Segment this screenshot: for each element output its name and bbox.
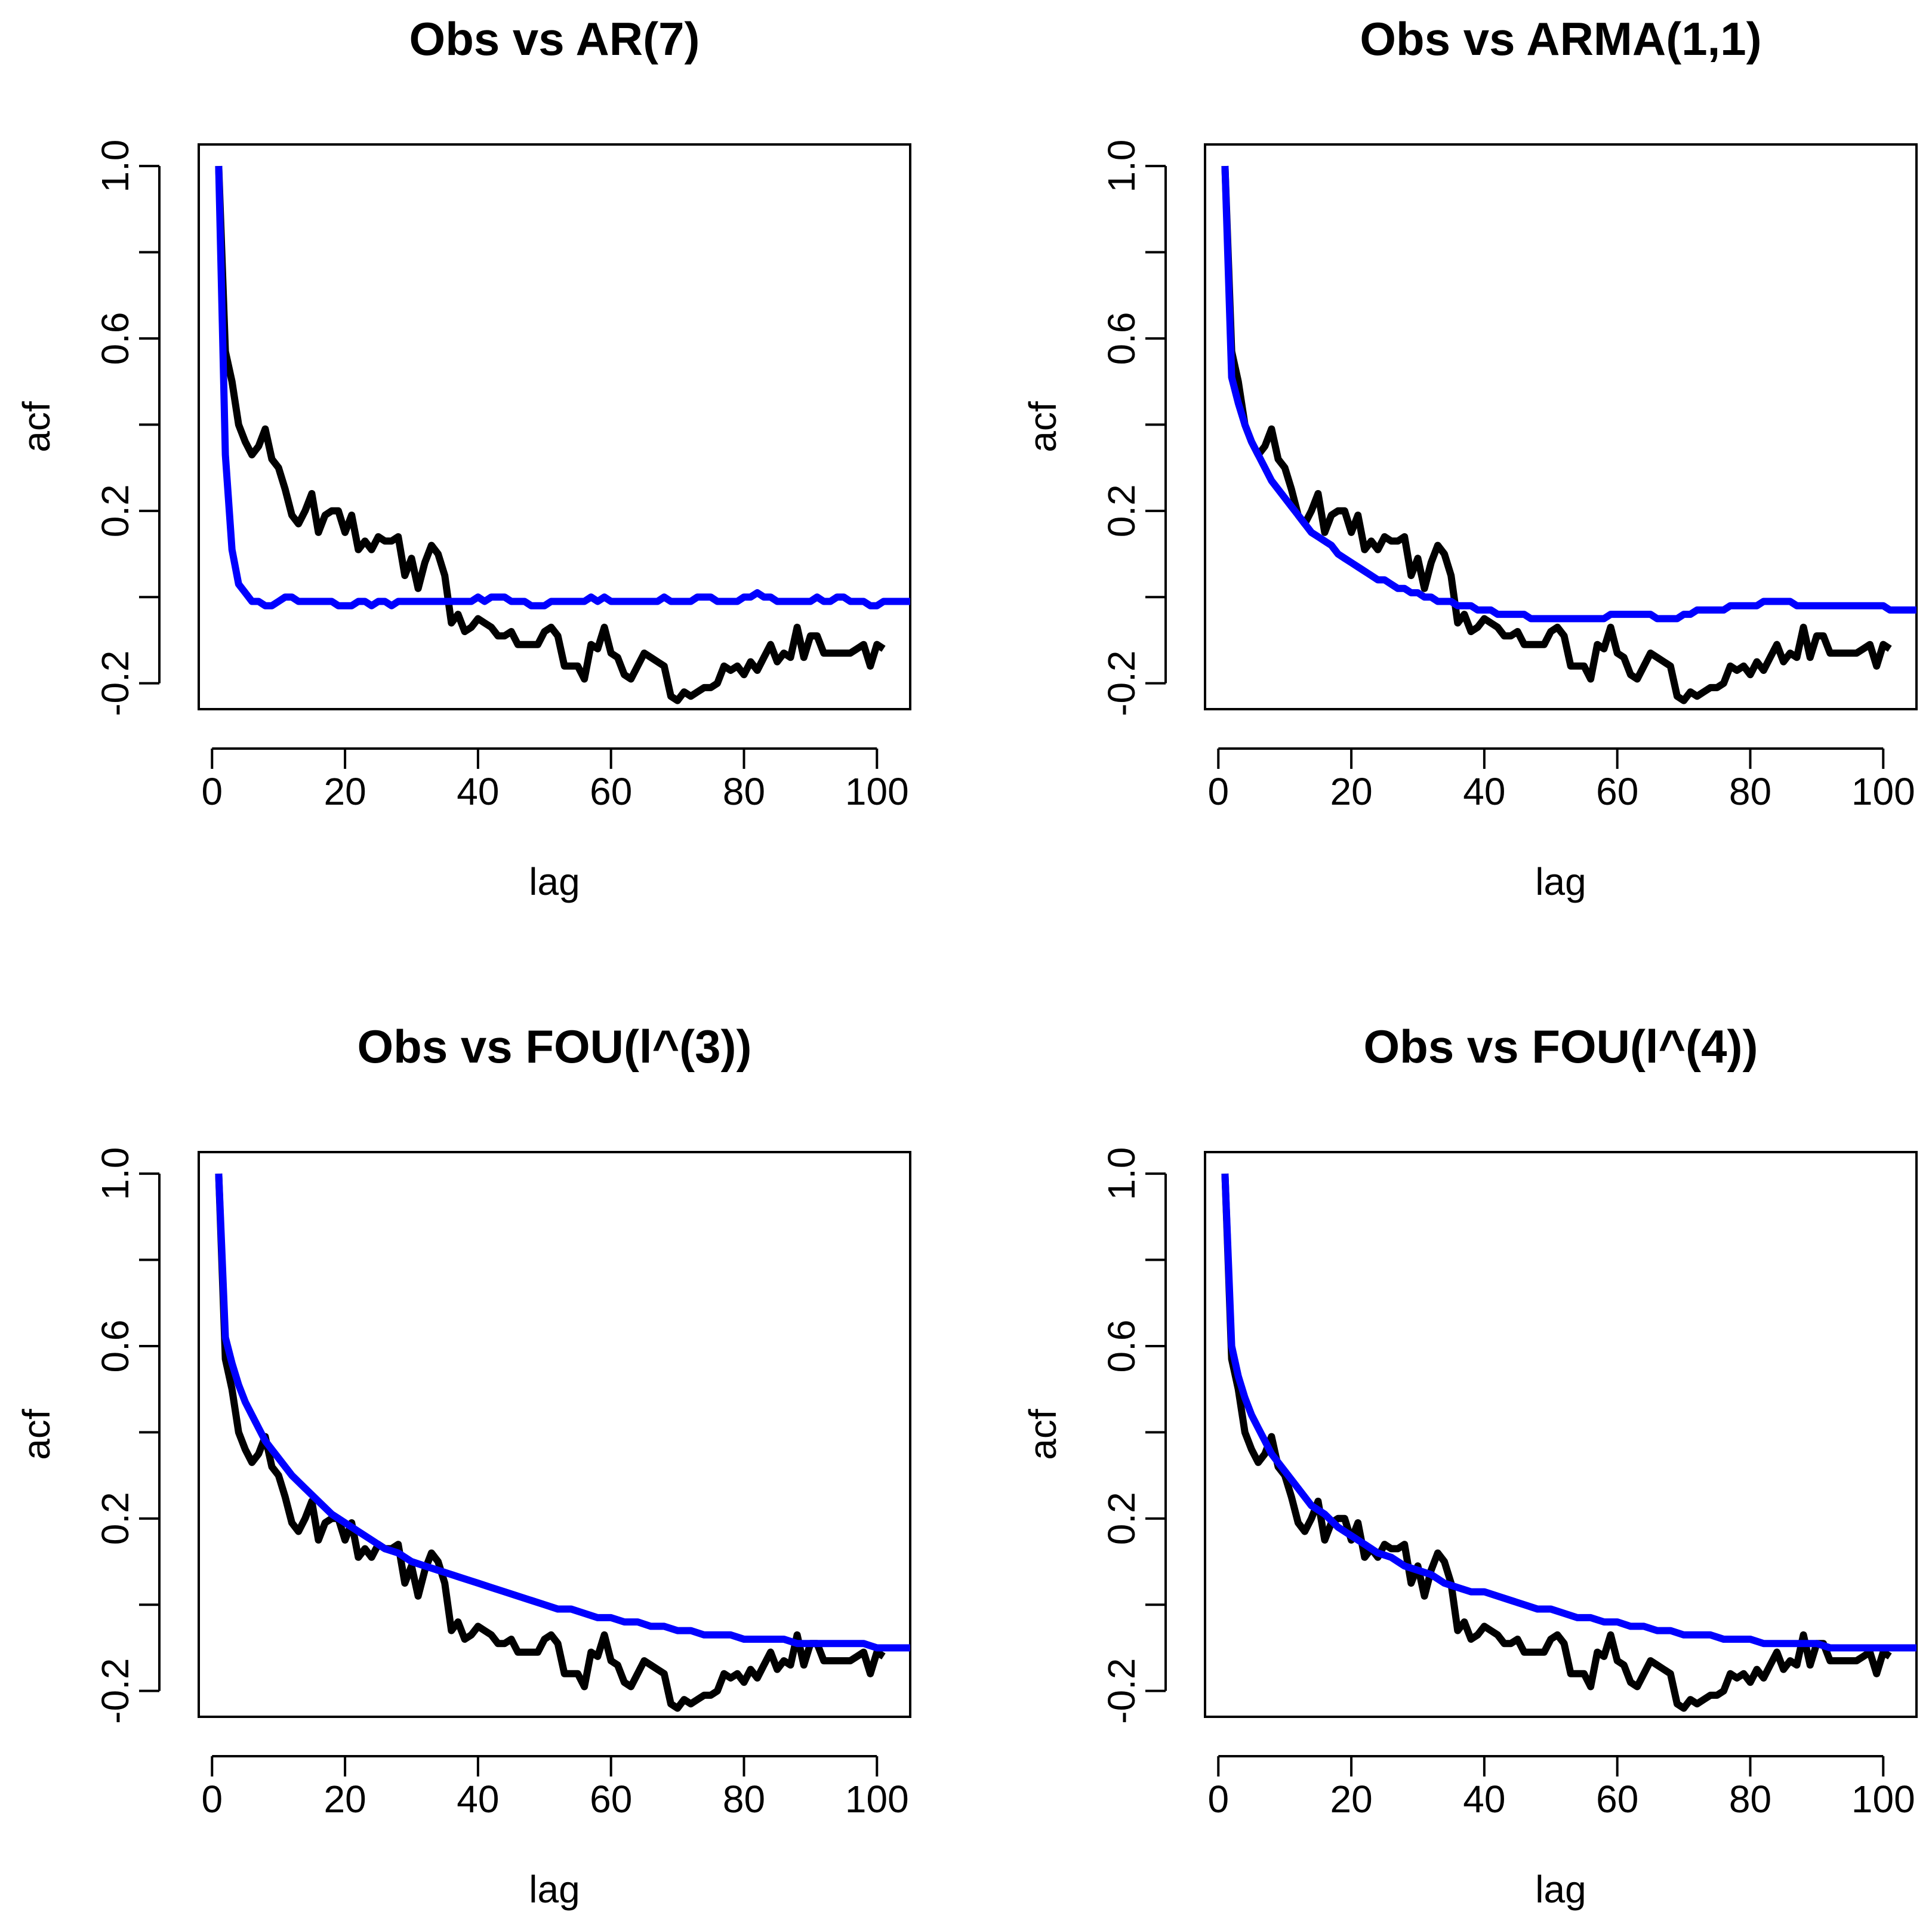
chart-title: Obs vs FOU(l^(4)) (1364, 1020, 1758, 1073)
x-tick-label: 60 (1596, 1778, 1638, 1821)
panel-fou3: Obs vs FOU(l^(3)) 0 20 40 60 80 100 lag -0.2 0.2 0… (15, 1020, 911, 1911)
plot-frame (1204, 1151, 1918, 1718)
y-tick-label: 0.6 (94, 312, 137, 365)
x-tick-label: 40 (457, 1778, 499, 1821)
y-tick-label: 0.2 (94, 484, 137, 537)
y-tick-label: 0.2 (1100, 484, 1143, 537)
model-acf-line (1221, 165, 1916, 623)
y-tick-label: -0.2 (1100, 1658, 1143, 1724)
chart-title: Obs vs AR(7) (409, 13, 700, 65)
x-tick-label: 60 (1596, 770, 1638, 813)
x-tick-label: 20 (323, 770, 366, 813)
y-tick-label: 0.2 (1100, 1492, 1143, 1545)
observed-acf-line (1221, 165, 1892, 704)
x-axis: 0 20 40 60 80 100 (1207, 1755, 1915, 1821)
x-axis-label: lag (529, 860, 580, 903)
plot-frame (1204, 143, 1918, 710)
x-tick-label: 80 (723, 1778, 765, 1821)
x-tick-label: 60 (590, 770, 632, 813)
y-tick-label: 0.2 (94, 1492, 137, 1545)
observed-acf-line (1221, 1173, 1892, 1712)
y-tick-label: 1.0 (1100, 140, 1143, 193)
x-tick-label: 100 (845, 770, 909, 813)
x-tick-label: 100 (1851, 1778, 1915, 1821)
x-axis-label: lag (1535, 1868, 1586, 1911)
x-tick-label: 0 (201, 770, 223, 813)
x-tick-label: 40 (1463, 1778, 1505, 1821)
x-tick-label: 60 (590, 1778, 632, 1821)
y-axis-label: acf (15, 1409, 58, 1460)
observed-acf-line (215, 1173, 886, 1712)
y-tick-label: 1.0 (1100, 1147, 1143, 1200)
x-axis-label: lag (529, 1868, 580, 1911)
x-tick-label: 80 (1729, 770, 1771, 813)
x-tick-label: 0 (201, 1778, 223, 1821)
y-tick-label: -0.2 (1100, 651, 1143, 716)
x-tick-label: 100 (1851, 770, 1915, 813)
x-tick-label: 100 (845, 1778, 909, 1821)
y-axis-label: acf (1021, 1409, 1064, 1460)
x-tick-label: 20 (1330, 1778, 1372, 1821)
model-acf-line (1221, 1173, 1916, 1652)
y-tick-label: 1.0 (94, 140, 137, 193)
x-tick-label: 80 (723, 770, 765, 813)
x-tick-label: 40 (1463, 770, 1505, 813)
panel-arma11: Obs vs ARMA(1,1) 0 20 40 60 80 100 lag -0.2 0.2 0.… (1021, 13, 1918, 903)
y-axis: -0.2 0.2 0.6 1.0 (94, 1147, 161, 1724)
x-tick-label: 80 (1729, 1778, 1771, 1821)
y-tick-label: 1.0 (94, 1147, 137, 1200)
x-axis-label: lag (1535, 860, 1586, 903)
x-tick-label: 0 (1207, 770, 1229, 813)
panel-fou4: Obs vs FOU(l^(4)) 0 20 40 60 80 100 lag -0.2 0.2 0… (1021, 1020, 1918, 1911)
x-tick-label: 20 (323, 1778, 366, 1821)
x-axis: 0 20 40 60 80 100 (201, 747, 909, 813)
x-tick-label: 20 (1330, 770, 1372, 813)
plot-frame (198, 1151, 911, 1718)
y-tick-label: -0.2 (94, 651, 137, 716)
x-tick-label: 0 (1207, 1778, 1229, 1821)
y-axis: -0.2 0.2 0.6 1.0 (94, 140, 161, 716)
y-axis: -0.2 0.2 0.6 1.0 (1100, 1147, 1167, 1724)
model-acf-line (215, 165, 910, 609)
x-axis: 0 20 40 60 80 100 (201, 1755, 909, 1821)
y-tick-label: 0.6 (94, 1319, 137, 1372)
panel-ar7: Obs vs AR(7) 0 20 40 60 80 100 lag -0.2 0.2 0.6 1.0… (15, 13, 911, 903)
model-acf-line (215, 1173, 910, 1652)
y-axis-label: acf (15, 401, 58, 452)
y-tick-label: 0.6 (1100, 312, 1143, 365)
y-axis: -0.2 0.2 0.6 1.0 (1100, 140, 1167, 716)
y-tick-label: 0.6 (1100, 1319, 1143, 1372)
observed-acf-line (215, 165, 886, 704)
y-axis-label: acf (1021, 401, 1064, 452)
x-tick-label: 40 (457, 770, 499, 813)
chart-title: Obs vs ARMA(1,1) (1360, 13, 1761, 65)
x-axis: 0 20 40 60 80 100 (1207, 747, 1915, 813)
plot-frame (198, 143, 911, 710)
y-tick-label: -0.2 (94, 1658, 137, 1724)
chart-title: Obs vs FOU(l^(3)) (358, 1020, 752, 1073)
